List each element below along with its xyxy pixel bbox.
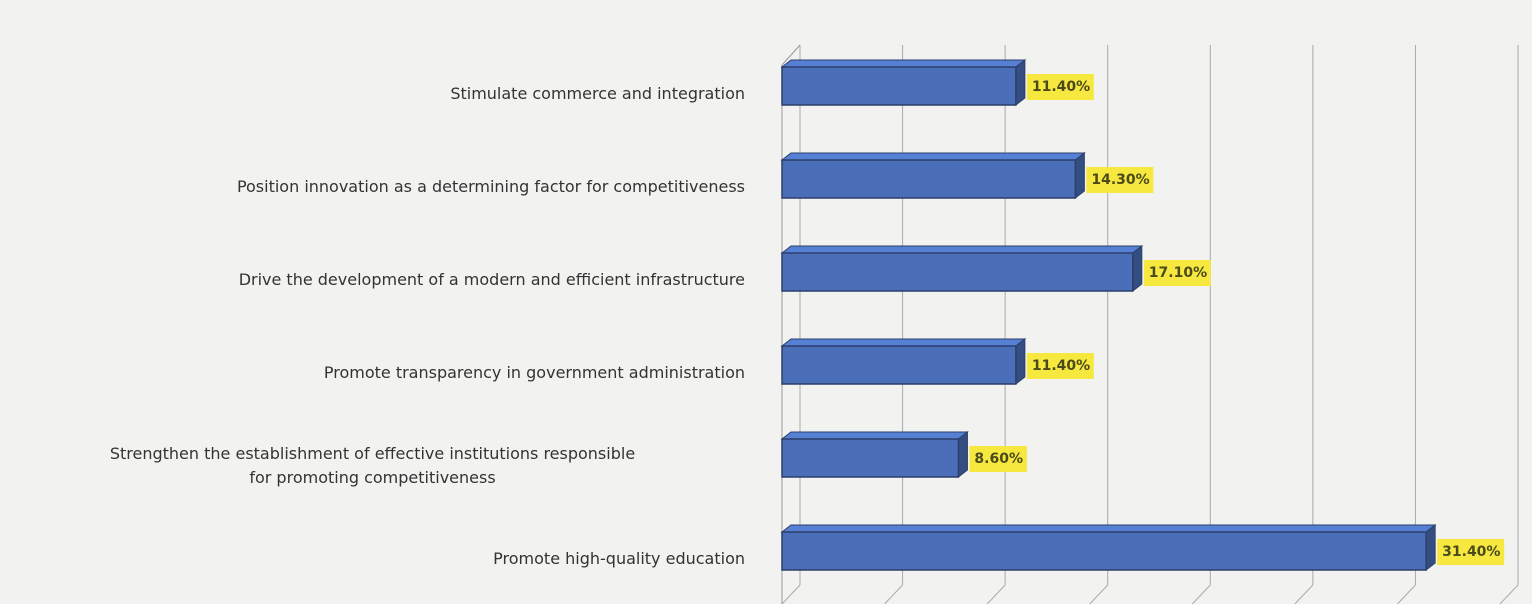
category-label: Strengthen the establishment of effectiv…	[109, 444, 636, 487]
category-label: Promote transparency in government admin…	[323, 363, 745, 382]
value-label-box	[1026, 74, 1094, 100]
bar-top	[780, 338, 1027, 347]
value-label: 11.40%	[1032, 79, 1090, 95]
bar-end	[1074, 151, 1085, 200]
category-label: Promote high-quality education	[493, 549, 745, 568]
bar-end	[1425, 523, 1436, 572]
value-label: 14.30%	[1091, 172, 1149, 188]
category-label: Drive the development of a modern and ef…	[238, 270, 745, 289]
value-label-box	[1026, 353, 1094, 379]
value-label-box	[969, 446, 1027, 472]
left-wall-top	[781, 44, 801, 66]
value-label: 8.60%	[974, 451, 1023, 467]
floor-grid-line	[1294, 584, 1314, 604]
category-label: Position innovation as a determining fac…	[236, 177, 745, 196]
bar-top	[780, 152, 1086, 161]
bar-top	[780, 524, 1437, 533]
bar	[781, 252, 1134, 292]
bar-end	[1132, 244, 1143, 293]
floor-grid-line	[1499, 584, 1519, 604]
bar	[781, 66, 1017, 106]
value-label-box	[1437, 539, 1505, 565]
bar	[781, 345, 1017, 385]
value-label-box	[1143, 260, 1211, 286]
floor-grid-line	[884, 584, 903, 604]
value-label-box	[1086, 167, 1154, 193]
bar-end	[957, 430, 968, 479]
bar-end	[1015, 337, 1026, 386]
floor-grid-line	[1089, 584, 1109, 604]
bar-top	[780, 245, 1144, 254]
category-label: Stimulate commerce and integration	[450, 84, 745, 103]
floor-grid-line	[1191, 584, 1211, 604]
floor-grid-line	[781, 584, 801, 604]
value-label: 17.10%	[1149, 265, 1207, 281]
bar-top	[780, 431, 969, 440]
value-label: 11.40%	[1032, 358, 1090, 374]
bar-top	[780, 59, 1027, 68]
bar-end	[1015, 58, 1026, 107]
value-label: 31.40%	[1442, 544, 1500, 560]
floor-grid-line	[1397, 584, 1416, 604]
bar	[781, 159, 1077, 199]
floor-grid-line	[986, 584, 1006, 604]
bar	[781, 531, 1427, 571]
bar	[781, 438, 960, 478]
